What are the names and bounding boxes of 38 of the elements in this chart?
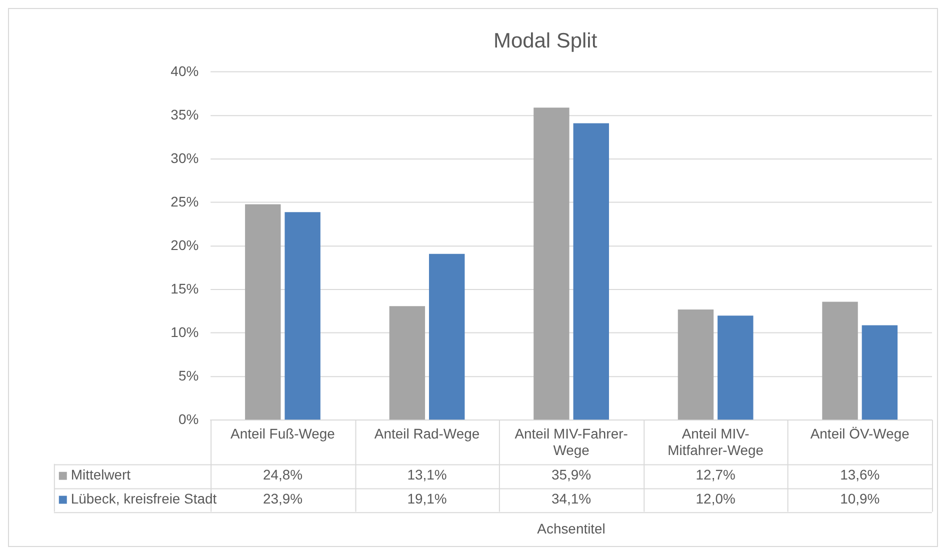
- bar: [245, 204, 281, 420]
- legend-label: Mittelwert: [70, 466, 131, 483]
- y-tick-label: 10%: [170, 324, 199, 340]
- bar: [284, 212, 320, 420]
- data-label: 12,0%: [696, 490, 736, 507]
- bar: [718, 316, 754, 420]
- bar: [428, 254, 465, 420]
- data-label: 34,1%: [552, 490, 592, 507]
- bar: [534, 108, 570, 420]
- data-label: 10,9%: [840, 490, 880, 507]
- x-tick-label: Anteil MIV-Fahrer-Wege: [514, 425, 628, 458]
- y-tick-label: 30%: [170, 150, 199, 166]
- bar: [862, 325, 898, 420]
- y-tick-label: 5%: [178, 367, 199, 384]
- data-label: 23,9%: [262, 490, 303, 507]
- y-tick-label: 25%: [170, 193, 199, 210]
- data-label: 13,6%: [840, 466, 880, 483]
- data-label: 35,9%: [552, 466, 592, 483]
- x-tick-label: Anteil Rad-Wege: [374, 425, 480, 442]
- legend-label: Lübeck, kreisfreie Stadt: [70, 490, 217, 507]
- x-tick-label: Anteil ÖV-Wege: [810, 425, 910, 442]
- chart-title: Modal Split: [494, 29, 598, 52]
- data-label: 12,7%: [696, 466, 736, 483]
- bar: [573, 123, 609, 420]
- y-tick-label: 0%: [178, 410, 199, 427]
- x-axis-title: Achsentitel: [537, 520, 606, 537]
- x-tick-label: Anteil Fuß-Wege: [230, 425, 336, 442]
- y-tick-label: 35%: [170, 106, 199, 122]
- y-tick-label: 15%: [170, 280, 199, 296]
- data-label: 19,1%: [407, 490, 447, 507]
- data-label: 13,1%: [407, 466, 447, 483]
- y-tick-label: 40%: [170, 62, 199, 79]
- data-label: 24,8%: [262, 466, 303, 483]
- x-tick-label: Anteil MIV-Mitfahrer-Wege: [668, 425, 764, 458]
- bar: [389, 306, 426, 420]
- y-tick-label: 20%: [170, 236, 199, 253]
- bar: [822, 302, 858, 420]
- bar: [678, 310, 714, 420]
